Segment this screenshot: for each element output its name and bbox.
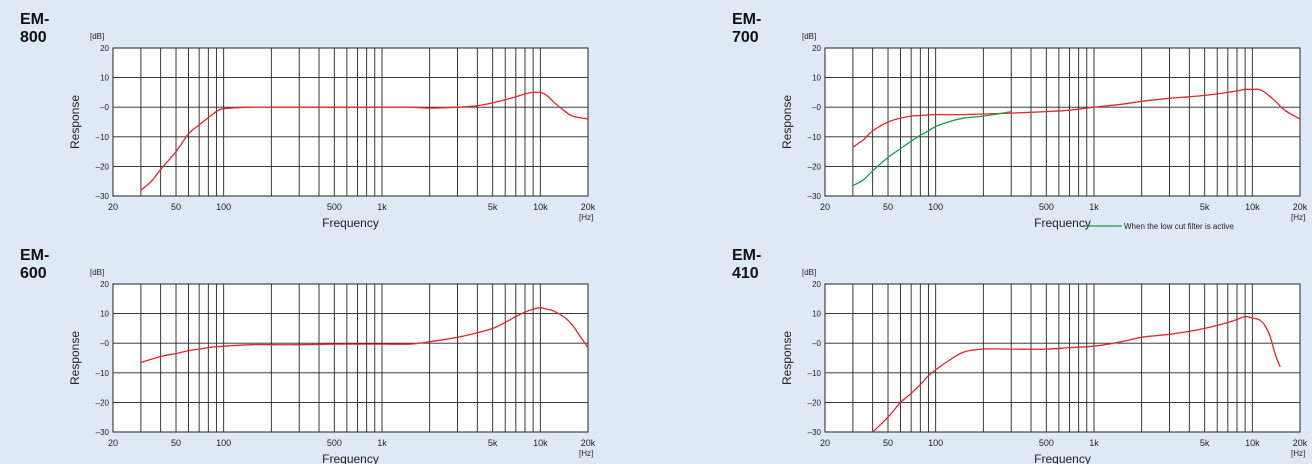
x-axis-label: Frequency — [1034, 216, 1091, 230]
x-tick-label: 500 — [327, 202, 342, 212]
x-tick-label: 20 — [820, 202, 830, 212]
x-tick-label: 20 — [820, 438, 830, 448]
y-tick-label: 20 — [812, 44, 821, 53]
x-tick-label: 20k — [1293, 438, 1308, 448]
x-tick-label: 10k — [1245, 202, 1260, 212]
y-tick-label: –20 — [96, 162, 110, 171]
y-tick-label: –0 — [100, 103, 109, 112]
plot-frame — [112, 47, 589, 197]
y-unit-label: [dB] — [802, 268, 816, 277]
chart-title: EM-700 — [732, 11, 762, 46]
y-tick-label: –10 — [96, 369, 110, 378]
y-tick-label: 10 — [812, 74, 821, 83]
x-tick-label: 50 — [883, 438, 893, 448]
y-tick-label: 20 — [100, 280, 109, 289]
x-tick-label: 10k — [533, 438, 548, 448]
x-tick-label: 5k — [488, 438, 498, 448]
y-axis-label: Response — [68, 95, 82, 149]
x-tick-label: 500 — [327, 438, 342, 448]
y-tick-label: 10 — [812, 310, 821, 319]
legend-label: When the low cut filter is active — [1124, 222, 1234, 231]
x-tick-label: 1k — [1089, 202, 1099, 212]
y-unit-label: [dB] — [90, 268, 104, 277]
y-tick-label: 10 — [100, 74, 109, 83]
x-tick-label: 50 — [883, 202, 893, 212]
x-tick-label: 50 — [171, 438, 181, 448]
x-tick-label: 5k — [488, 202, 498, 212]
x-axis-label: Frequency — [322, 452, 379, 464]
y-unit-label: [dB] — [90, 32, 104, 41]
x-unit-label: [Hz] — [1291, 213, 1305, 222]
x-tick-label: 1k — [377, 438, 387, 448]
x-tick-label: 50 — [171, 202, 181, 212]
chart-title: EM-410 — [732, 247, 762, 282]
y-tick-label: –20 — [808, 398, 822, 407]
x-tick-label: 500 — [1039, 202, 1054, 212]
x-axis-label: Frequency — [1034, 452, 1091, 464]
plot-frame — [112, 283, 589, 433]
x-tick-label: 500 — [1039, 438, 1054, 448]
y-tick-label: –0 — [812, 339, 821, 348]
plot-frame — [824, 283, 1301, 433]
x-tick-label: 20k — [1293, 202, 1308, 212]
y-unit-label: [dB] — [802, 32, 816, 41]
y-tick-label: –30 — [808, 428, 822, 437]
x-tick-label: 5k — [1200, 202, 1210, 212]
response-curve-2 — [852, 110, 1012, 187]
plot-area — [825, 284, 1300, 432]
y-tick-label: –10 — [96, 133, 110, 142]
x-unit-label: [Hz] — [579, 449, 593, 458]
y-axis-label: Response — [780, 331, 794, 385]
x-tick-label: 100 — [216, 202, 231, 212]
y-tick-label: –20 — [808, 162, 822, 171]
x-tick-label: 10k — [533, 202, 548, 212]
x-unit-label: [Hz] — [1291, 449, 1305, 458]
x-tick-label: 1k — [1089, 438, 1099, 448]
y-tick-label: –10 — [808, 133, 822, 142]
y-tick-label: –30 — [808, 192, 822, 201]
x-tick-label: 20k — [581, 202, 596, 212]
y-tick-label: –30 — [96, 192, 110, 201]
x-unit-label: [Hz] — [579, 213, 593, 222]
plot-area — [113, 284, 588, 432]
chart-title: EM-800 — [20, 11, 50, 46]
y-tick-label: –0 — [100, 339, 109, 348]
x-tick-label: 10k — [1245, 438, 1260, 448]
x-tick-label: 5k — [1200, 438, 1210, 448]
x-tick-label: 1k — [377, 202, 387, 212]
y-tick-label: 20 — [812, 280, 821, 289]
response-curve-1 — [872, 315, 1281, 433]
x-tick-label: 100 — [928, 202, 943, 212]
x-tick-label: 20 — [108, 202, 118, 212]
plot-area — [113, 48, 588, 196]
y-tick-label: –0 — [812, 103, 821, 112]
y-tick-label: –30 — [96, 428, 110, 437]
chart-title: EM-600 — [20, 247, 50, 282]
y-tick-label: –20 — [96, 398, 110, 407]
y-tick-label: 20 — [100, 44, 109, 53]
plot-frame — [824, 47, 1301, 197]
response-curve-1 — [140, 91, 589, 191]
y-tick-label: 10 — [100, 310, 109, 319]
y-tick-label: –10 — [808, 369, 822, 378]
x-tick-label: 20 — [108, 438, 118, 448]
x-tick-label: 100 — [928, 438, 943, 448]
x-tick-label: 100 — [216, 438, 231, 448]
x-tick-label: 20k — [581, 438, 596, 448]
y-axis-label: Response — [68, 331, 82, 385]
response-curve-1 — [140, 307, 589, 364]
plot-area — [825, 48, 1300, 196]
y-axis-label: Response — [780, 95, 794, 149]
response-curve-1 — [852, 88, 1301, 148]
x-axis-label: Frequency — [322, 216, 379, 230]
